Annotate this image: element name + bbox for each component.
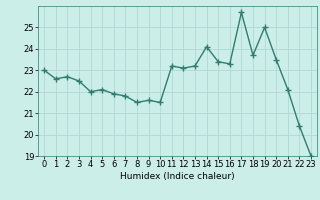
X-axis label: Humidex (Indice chaleur): Humidex (Indice chaleur) [120, 172, 235, 181]
